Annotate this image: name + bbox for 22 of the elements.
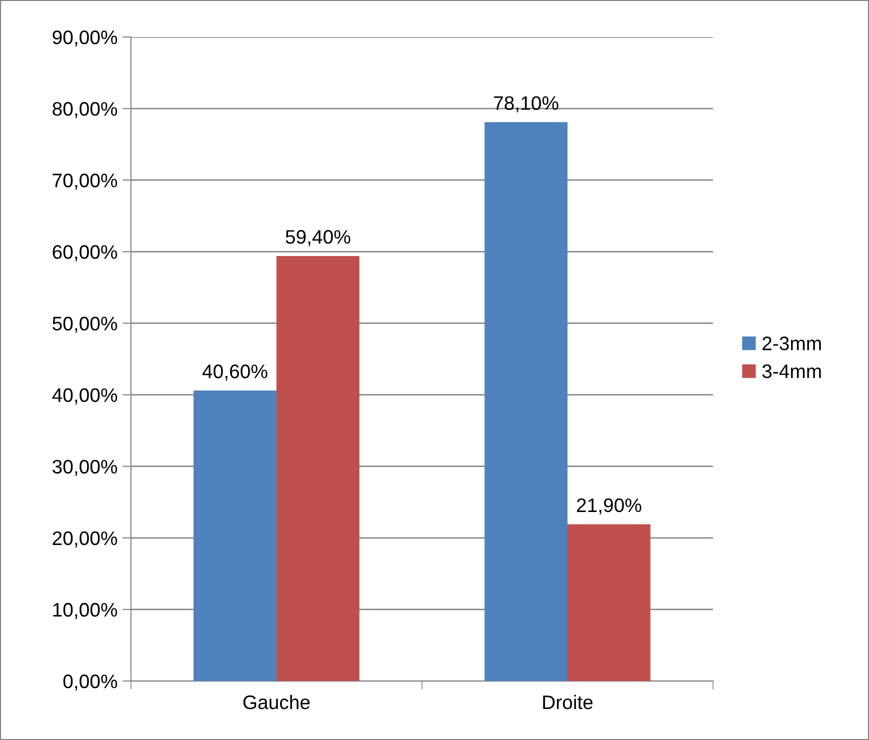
y-tick-label: 90,00% <box>52 30 118 47</box>
y-tick-label: 10,00% <box>53 602 118 619</box>
bar <box>484 122 568 682</box>
x-tick-label: Gauche <box>243 694 310 710</box>
legend-label: 3-4mm <box>762 364 821 378</box>
bar <box>276 256 360 682</box>
data-label: 78,10% <box>494 96 558 112</box>
y-tick-label: 0,00% <box>63 674 118 691</box>
y-tick-label: 20,00% <box>52 531 118 548</box>
data-label: 21,90% <box>576 498 642 514</box>
y-tick-label: 60,00% <box>52 245 118 262</box>
y-tick-label: 70,00% <box>52 174 118 190</box>
legend-label: 2-3mm <box>762 336 821 350</box>
y-tick-label: 40,00% <box>52 388 118 404</box>
data-label: 40,60% <box>202 364 268 381</box>
data-label: 59,40% <box>286 230 350 246</box>
bar <box>194 390 276 682</box>
bar <box>568 524 650 682</box>
x-tick-label: Droite <box>543 694 593 710</box>
y-tick-label: 50,00% <box>52 316 118 333</box>
y-tick-label: 30,00% <box>52 460 118 476</box>
y-tick-label: 80,00% <box>52 102 118 118</box>
